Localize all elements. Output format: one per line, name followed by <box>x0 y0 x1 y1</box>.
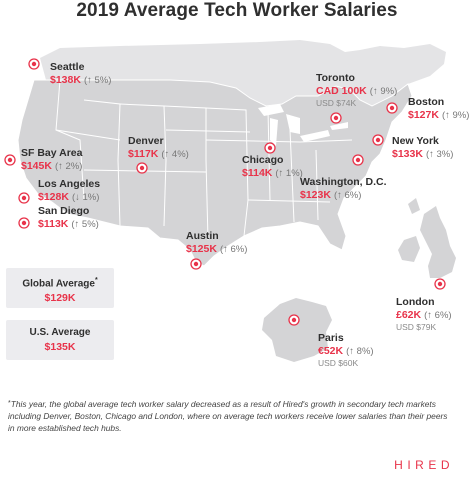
chart-title: 2019 Average Tech Worker Salaries <box>76 0 398 21</box>
world-map <box>4 40 456 362</box>
city-label-london: London £62K (↑ 6%) USD $79K <box>396 296 452 332</box>
city-markers <box>4 58 446 326</box>
denver-marker <box>136 162 148 174</box>
london-marker <box>434 278 446 290</box>
city-label-boston: Boston $127K (↑ 9%) <box>408 96 470 121</box>
new-york-marker <box>372 134 384 146</box>
ireland-landmass <box>398 236 420 262</box>
city-label-washington-dc: Washington, D.C. $123K (↑ 6%) <box>300 176 387 201</box>
usa-landmass <box>17 79 413 267</box>
footnote-text: This year, the global average tech worke… <box>8 399 448 433</box>
us-average-box: U.S. Average $135K <box>6 320 114 360</box>
global-average-footnote-marker: * <box>94 277 98 284</box>
chicago-marker <box>264 142 276 154</box>
washington-dc-marker <box>352 154 364 166</box>
city-label-toronto: Toronto CAD 100K (↑ 9%) USD $74K <box>316 72 398 108</box>
boston-marker <box>386 102 398 114</box>
city-label-chicago: Chicago $114K (↑ 1%) <box>242 154 303 179</box>
state-borders <box>55 79 353 241</box>
city-label-new-york: New York $133K (↑ 3%) <box>392 135 454 160</box>
footnote: *This year, the global average tech work… <box>8 398 448 434</box>
toronto-marker <box>330 112 342 124</box>
uk-landmass <box>420 206 456 278</box>
paris-marker <box>288 314 300 326</box>
los-angeles-marker <box>18 192 30 204</box>
france-landmass <box>262 298 332 362</box>
seattle-marker <box>28 58 40 70</box>
us-average-value: $135K <box>44 341 76 353</box>
city-label-denver: Denver $117K (↑ 4%) <box>128 135 189 160</box>
city-label-paris: Paris €52K (↑ 8%) USD $60K <box>318 332 374 368</box>
scandinavia-landmass <box>408 198 420 214</box>
us-average-label: U.S. Average <box>29 327 91 338</box>
footnote-marker: * <box>8 400 11 407</box>
city-label-seattle: Seattle $138K (↑ 5%) <box>50 61 112 86</box>
brand-logo: HIRED <box>394 458 454 472</box>
global-average-box: Global Average* $129K <box>6 268 114 308</box>
city-label-los-angeles: Los Angeles $128K (↓ 1%) <box>38 178 101 203</box>
sf-bay-area-marker <box>4 154 16 166</box>
global-average-value: $129K <box>44 292 76 305</box>
city-label-san-diego: San Diego $113K (↑ 5%) <box>38 205 99 230</box>
great-lakes <box>258 104 348 146</box>
canada-landmass <box>40 40 446 106</box>
san-diego-marker <box>18 217 30 229</box>
city-label-sf-bay-area: SF Bay Area $145K (↑ 2%) <box>21 147 83 172</box>
global-average-label: Global Average <box>22 278 95 290</box>
city-label-austin: Austin $125K (↑ 6%) <box>186 230 248 255</box>
austin-marker <box>190 258 202 270</box>
